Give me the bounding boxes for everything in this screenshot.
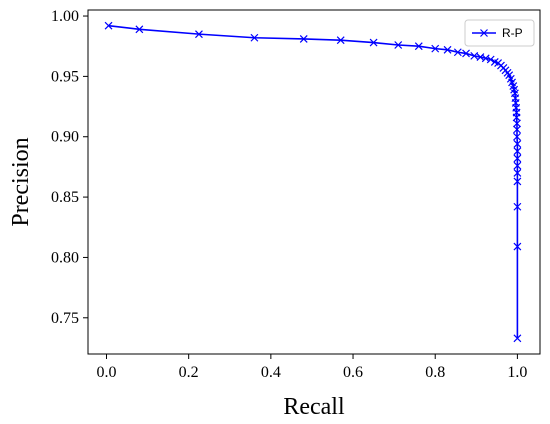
data-point-marker xyxy=(104,21,113,30)
y-tick-label: 1.00 xyxy=(51,8,79,25)
data-point-marker xyxy=(513,147,522,156)
y-tick-label: 0.95 xyxy=(51,68,79,85)
data-point-marker xyxy=(470,51,479,60)
series-layer xyxy=(104,21,522,343)
data-point-marker xyxy=(513,161,522,170)
data-point-marker xyxy=(462,49,470,58)
data-point-marker xyxy=(443,45,452,54)
y-axis: 0.75 0.80 0.85 0.90 0.95 1.00 xyxy=(51,8,88,327)
data-point-marker xyxy=(513,140,522,148)
x-tick-label: 0.2 xyxy=(179,364,199,381)
data-point-marker xyxy=(195,30,203,39)
legend-box xyxy=(464,19,535,47)
y-axis-label: Precision xyxy=(8,137,34,226)
data-point-marker xyxy=(414,42,423,51)
data-point-marker xyxy=(394,41,403,49)
y-tick-label: 0.85 xyxy=(51,189,79,206)
data-point-marker xyxy=(431,44,440,53)
x-tick-label: 1.0 xyxy=(507,364,527,381)
legend: R-P xyxy=(464,19,535,47)
x-axis-label: Recall xyxy=(283,394,345,420)
y-tick-label: 0.90 xyxy=(51,129,79,146)
legend-marker-x xyxy=(480,29,488,37)
x-tick-label: 0.4 xyxy=(261,364,281,381)
y-tick-label: 0.75 xyxy=(51,310,79,327)
data-point-marker xyxy=(336,36,345,45)
data-point-marker xyxy=(513,132,521,141)
x-tick-label: 0.0 xyxy=(96,364,116,381)
data-point-marker xyxy=(512,113,521,122)
y-tick-label: 0.80 xyxy=(51,249,79,266)
data-point-marker xyxy=(481,54,490,63)
x-tick-label: 0.8 xyxy=(425,364,445,381)
plot-background xyxy=(88,10,540,354)
data-point-marker xyxy=(513,125,521,134)
data-point-marker xyxy=(513,169,522,177)
data-point-marker xyxy=(513,242,522,251)
data-point-marker xyxy=(480,29,488,37)
data-point-marker xyxy=(299,35,308,43)
data-point-marker xyxy=(513,177,522,186)
data-point-marker xyxy=(513,154,522,163)
plot-frame xyxy=(87,9,541,355)
data-point-marker xyxy=(513,202,522,211)
data-point-marker xyxy=(250,33,259,42)
data-point-marker xyxy=(453,48,462,57)
data-point-marker xyxy=(513,119,521,128)
data-point-marker xyxy=(135,25,144,34)
x-tick-label: 0.6 xyxy=(343,364,363,381)
legend-label: R-P xyxy=(502,26,523,40)
data-point-marker xyxy=(369,38,378,47)
x-axis: 0.0 0.2 0.4 0.6 0.8 1.0 xyxy=(96,354,527,381)
data-point-marker xyxy=(486,55,495,64)
data-point-marker xyxy=(513,334,522,343)
